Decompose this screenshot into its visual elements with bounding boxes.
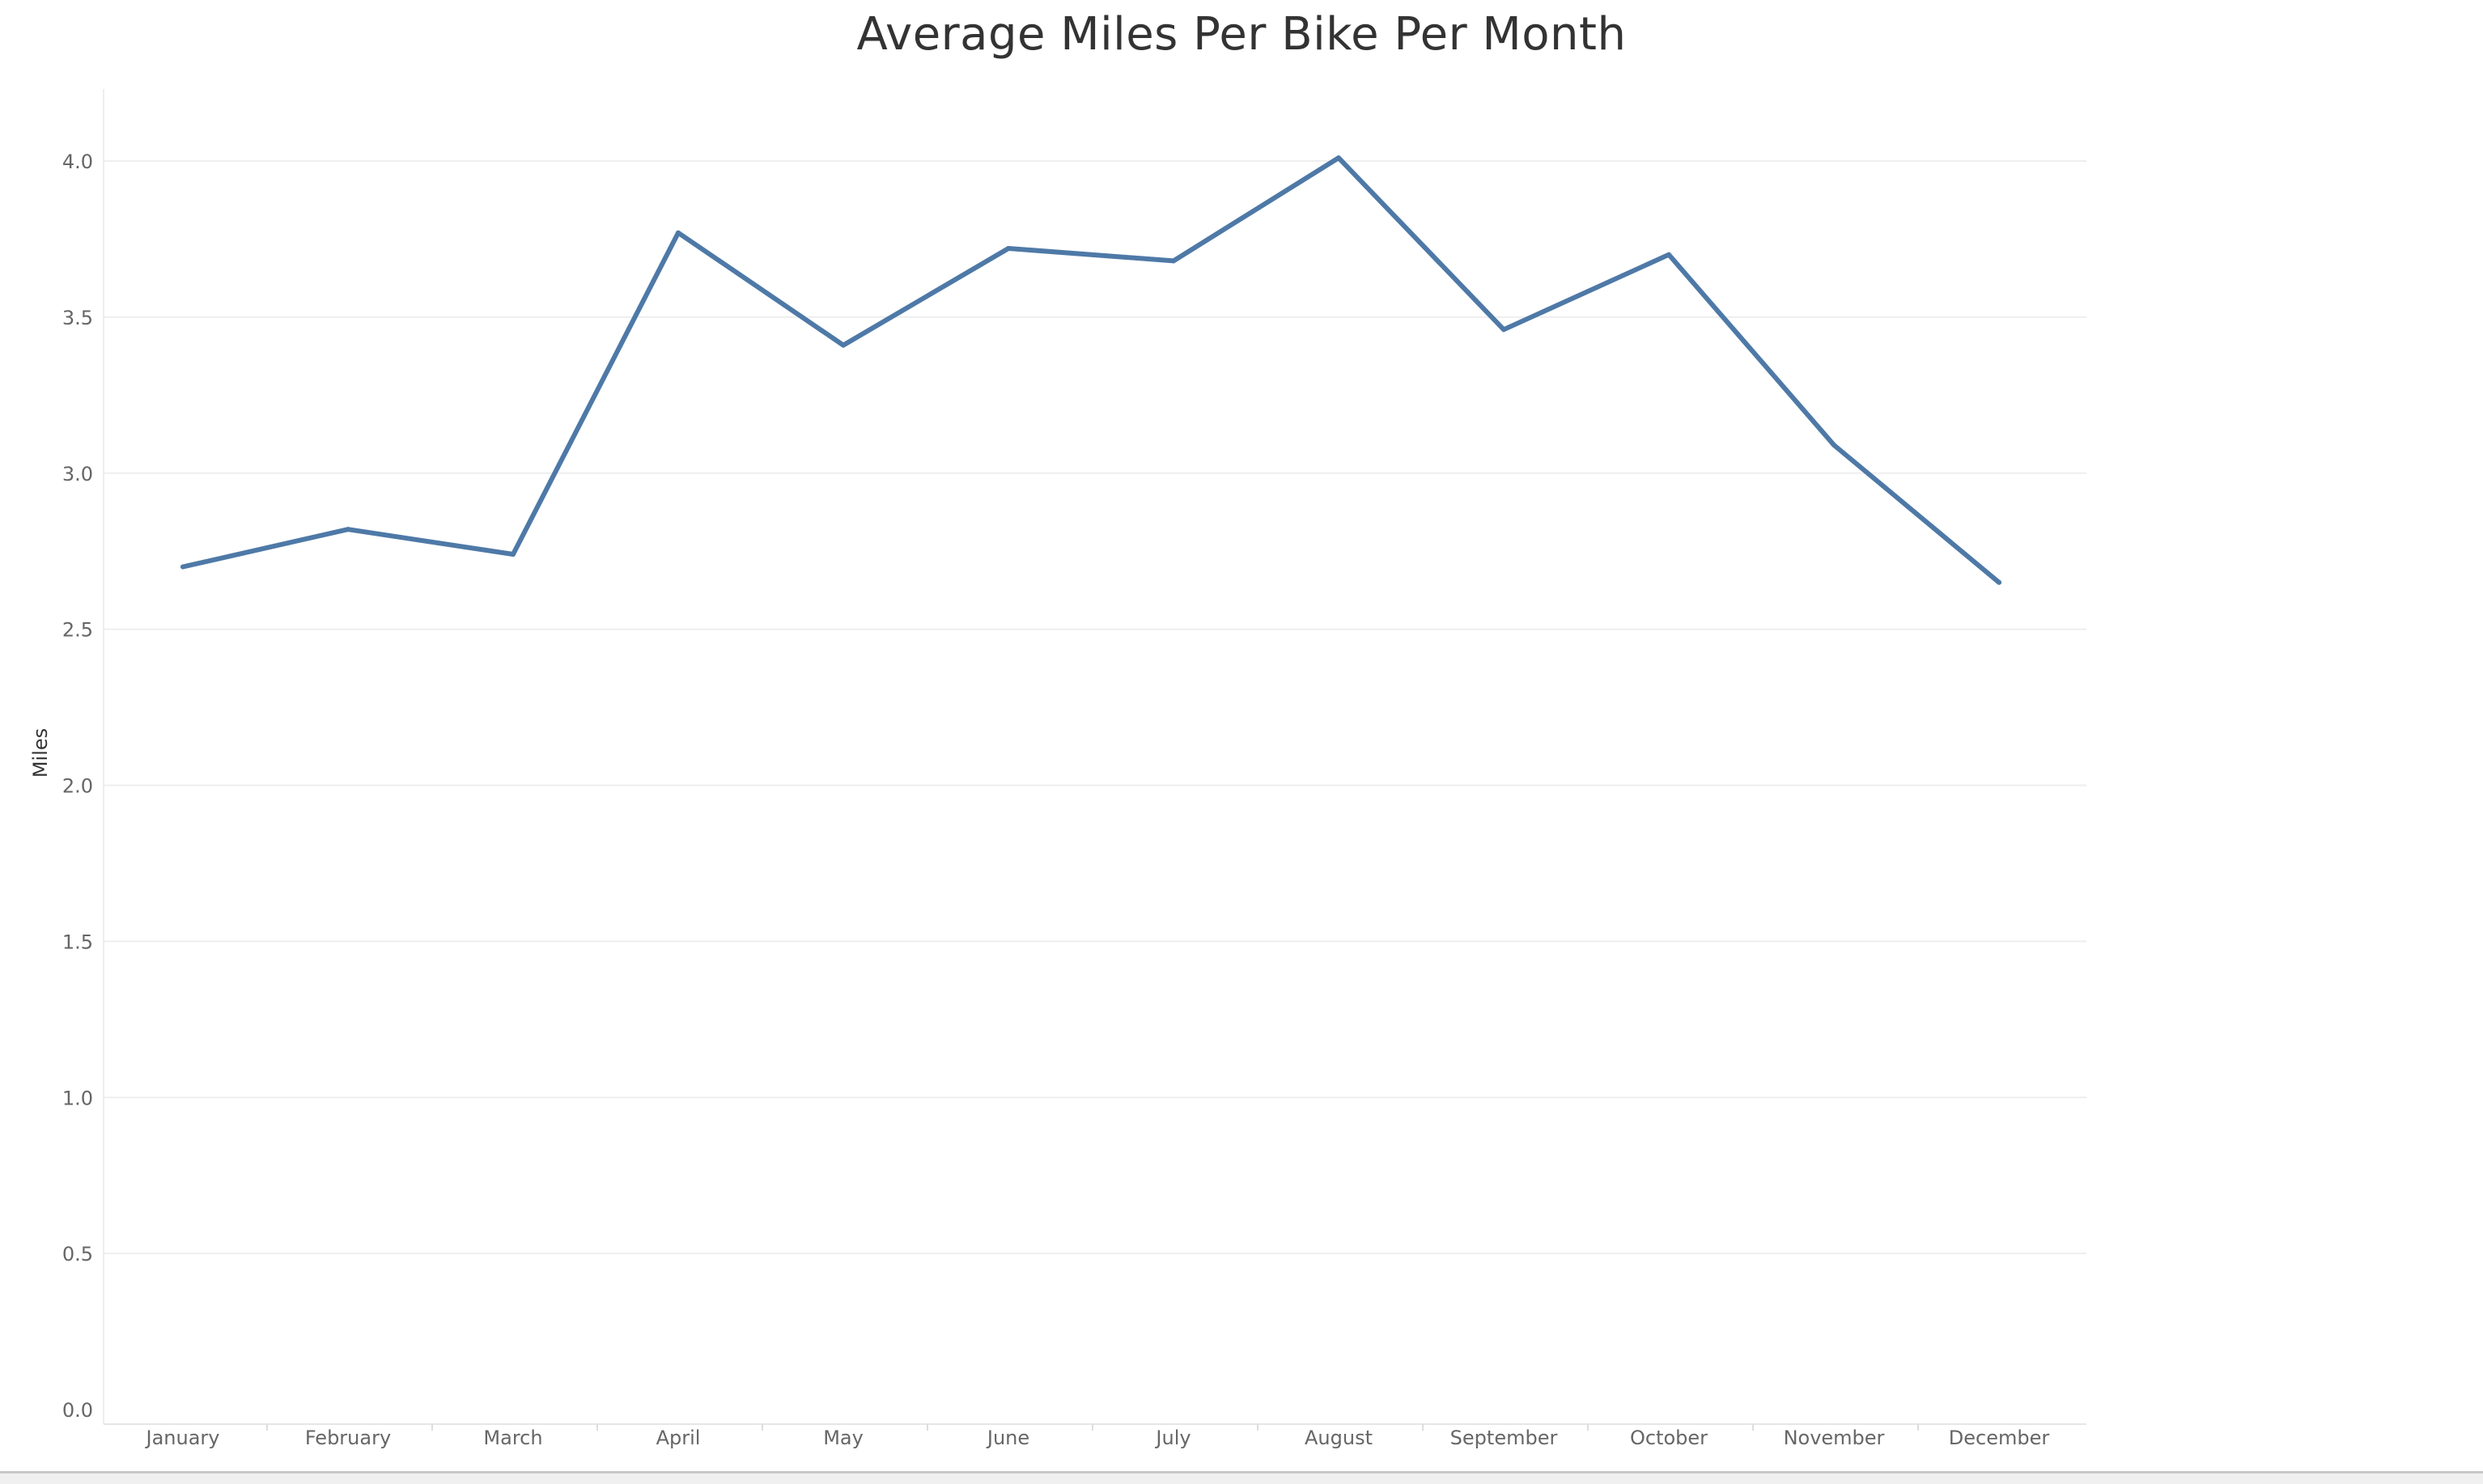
data-point xyxy=(1831,443,1836,448)
data-point xyxy=(180,564,185,570)
gridlines xyxy=(104,160,2086,1255)
x-tick-label: October xyxy=(1630,1427,1708,1449)
status-strip xyxy=(0,1471,2483,1484)
x-tick-label: November xyxy=(1784,1427,1885,1449)
axes xyxy=(103,89,2086,1431)
data-point xyxy=(841,342,846,348)
y-tick-label: 2.5 xyxy=(62,619,93,642)
data-point xyxy=(1171,258,1176,264)
x-tick-label: June xyxy=(986,1427,1029,1449)
data-point xyxy=(511,552,516,558)
series-layer xyxy=(180,155,2001,585)
data-point xyxy=(346,527,350,532)
chart-title: Average Miles Per Bike Per Month xyxy=(856,8,1627,61)
x-tick-label: March xyxy=(483,1427,542,1449)
data-point xyxy=(1997,579,2001,585)
data-point xyxy=(676,230,681,235)
data-point xyxy=(1006,246,1011,252)
x-tick-label: January xyxy=(145,1427,220,1449)
y-tick-label: 3.0 xyxy=(62,463,93,485)
y-tick-label: 0.0 xyxy=(62,1399,93,1422)
series-line xyxy=(180,155,2001,585)
y-tick-label: 1.0 xyxy=(62,1087,93,1109)
y-tick-label: 4.0 xyxy=(62,151,93,173)
x-tick-label: April xyxy=(656,1427,701,1449)
y-tick-label: 2.0 xyxy=(62,775,93,798)
x-tick-label: December xyxy=(1949,1427,2050,1449)
tick-labels: 0.0 0.5 1.0 1.5 2.0 2.5 3.0 3.5 4.0 January Februa… xyxy=(29,151,2049,1449)
data-point xyxy=(1666,252,1671,257)
data-point xyxy=(1336,155,1341,161)
x-tick-label: August xyxy=(1305,1427,1373,1449)
y-axis-title: Miles xyxy=(29,728,52,778)
data-point xyxy=(1501,327,1506,333)
y-tick-label: 1.5 xyxy=(62,931,93,953)
x-tick-label: February xyxy=(305,1427,391,1449)
y-tick-label: 0.5 xyxy=(62,1243,93,1266)
x-tick-label: July xyxy=(1154,1427,1191,1449)
x-tick-label: May xyxy=(823,1427,864,1449)
x-tick-label: September xyxy=(1450,1427,1558,1449)
y-tick-label: 3.5 xyxy=(62,307,93,329)
